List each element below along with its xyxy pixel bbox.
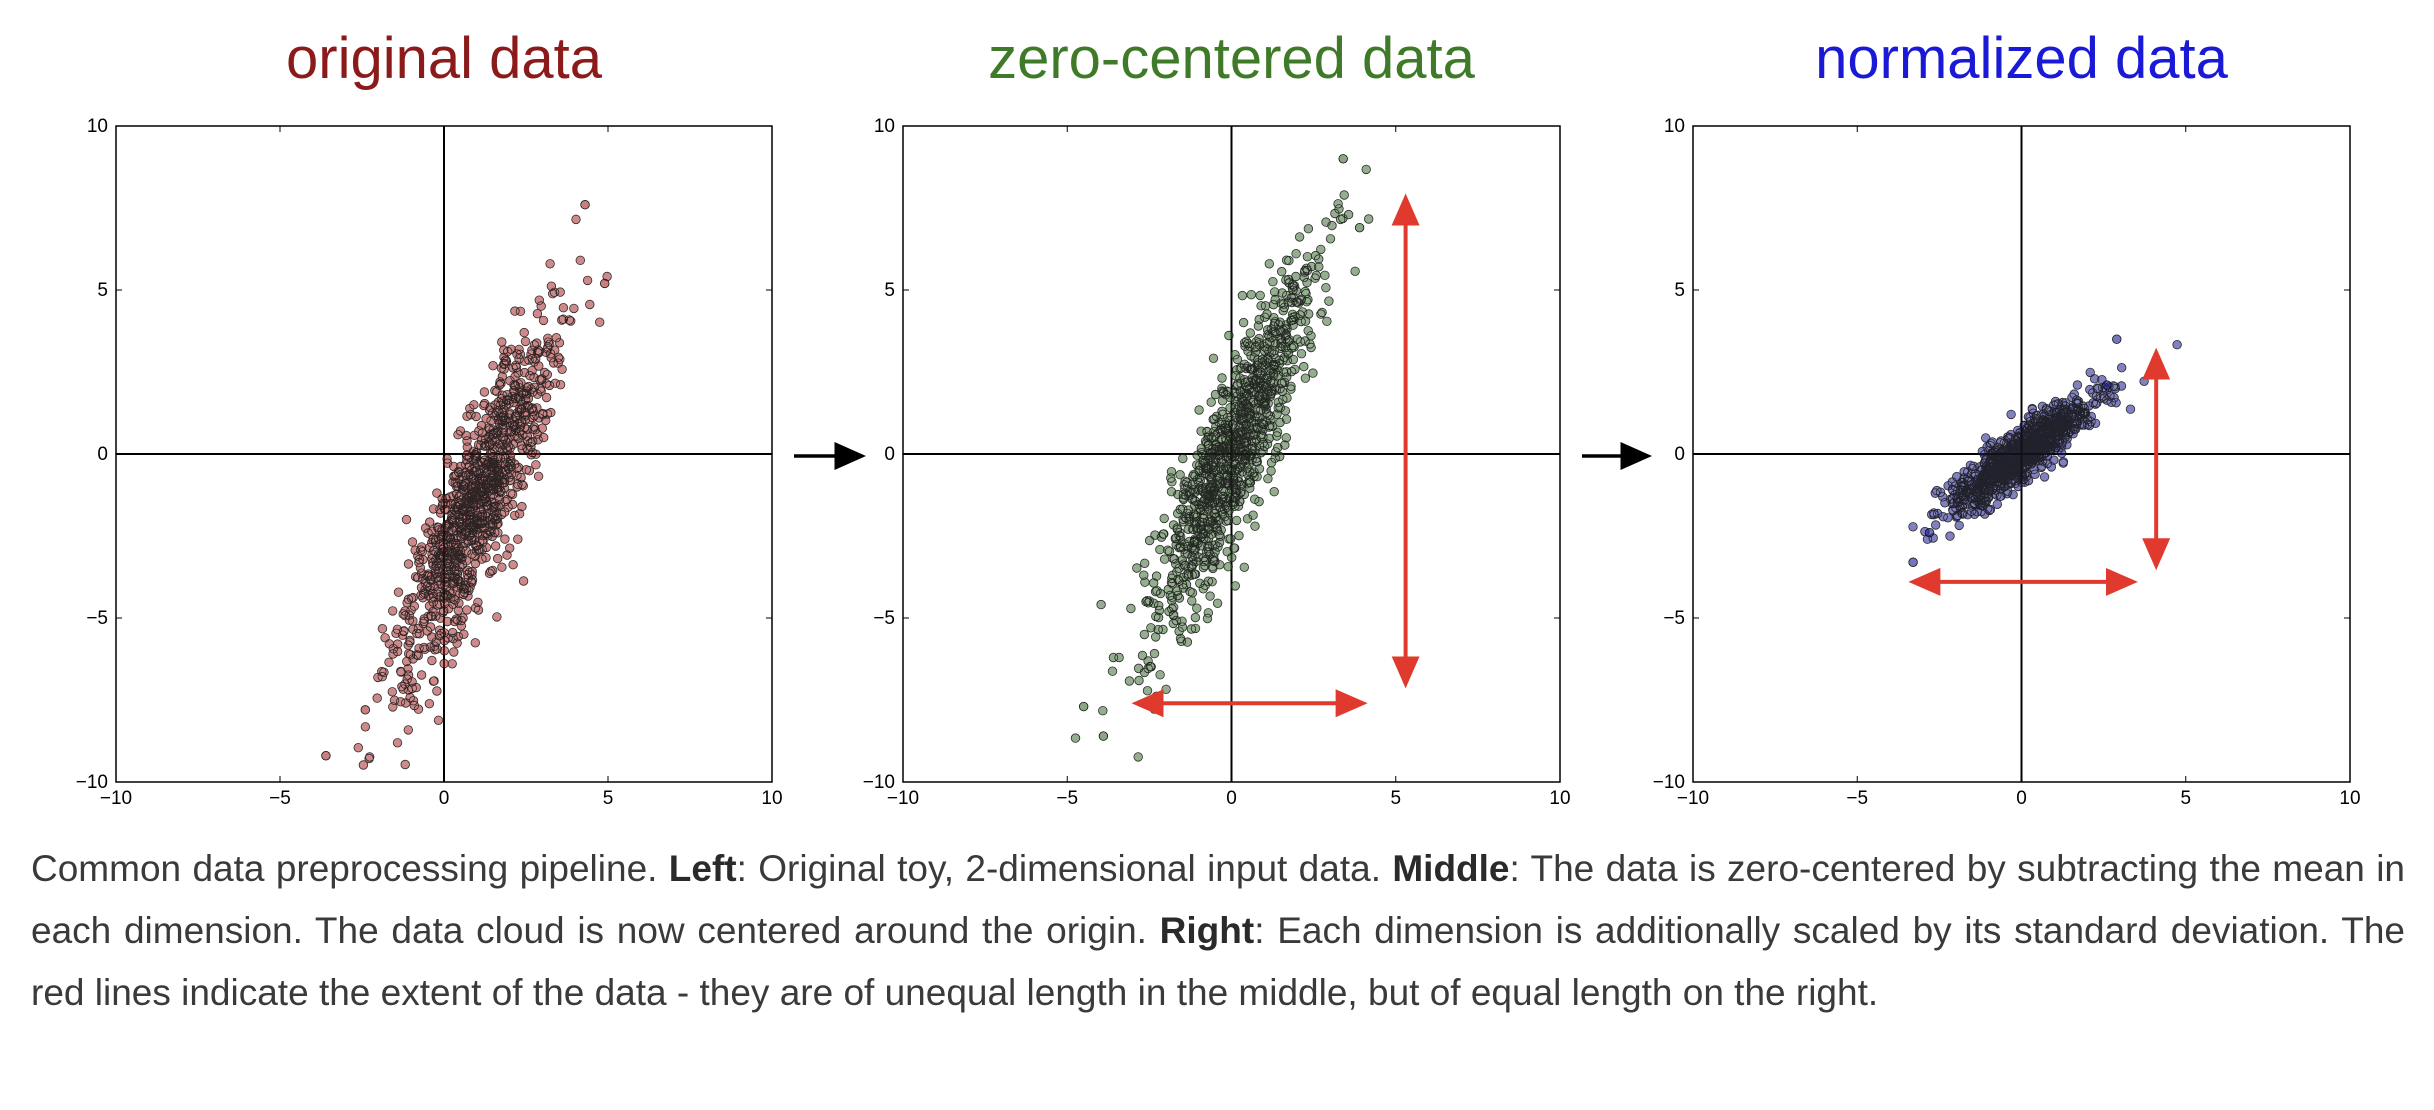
scatter-points xyxy=(1908,334,2182,567)
caption-left-text: : Original toy, 2-dimensional input data… xyxy=(736,848,1393,889)
x-tick-label: 0 xyxy=(2016,788,2027,809)
x-tick-label: −10 xyxy=(887,788,919,809)
y-tick-label: −10 xyxy=(1653,772,1685,793)
scatter-point xyxy=(1338,154,1348,164)
y-tick-label: 10 xyxy=(1664,116,1685,137)
scatter-point xyxy=(2102,380,2112,390)
scatter-point xyxy=(1098,731,1109,741)
scatter-point xyxy=(2112,334,2122,344)
figure: original data −10 10 −5 5 0 0 5 −5 10 −10 zero-cent… xyxy=(76,26,2361,809)
x-tick-label: 10 xyxy=(2339,788,2360,809)
y-tick-label: 0 xyxy=(1674,444,1685,465)
x-tick-label: 5 xyxy=(2180,788,2191,809)
scatter-point xyxy=(321,751,331,761)
y-tick-label: 0 xyxy=(97,444,108,465)
caption: Common data preprocessing pipeline. Left… xyxy=(31,838,2405,1024)
x-tick-label: −10 xyxy=(1677,788,1709,809)
scatter-point xyxy=(1078,701,1089,712)
x-tick-label: −5 xyxy=(1056,788,1078,809)
caption-middle-label: Middle xyxy=(1392,848,1510,889)
chart-title: zero-centered data xyxy=(988,26,1476,91)
point-cloud xyxy=(1908,340,2182,544)
caption-right-label: Right xyxy=(1159,910,1255,951)
scatter-points xyxy=(321,200,612,770)
y-tick-label: 0 xyxy=(884,444,895,465)
caption-intro: Common data preprocessing pipeline. xyxy=(31,848,669,889)
scatter-points xyxy=(1070,154,1374,762)
scatter-point xyxy=(1924,528,1935,538)
y-tick-label: 5 xyxy=(97,280,108,301)
scatter-point xyxy=(580,200,590,210)
x-tick-label: −5 xyxy=(1846,788,1868,809)
x-tick-label: −5 xyxy=(269,788,291,809)
x-tick-label: 10 xyxy=(1549,788,1570,809)
point-cloud xyxy=(353,214,612,770)
scatter-point xyxy=(1908,557,1918,567)
x-tick-label: 10 xyxy=(761,788,782,809)
y-tick-label: 5 xyxy=(1674,280,1685,301)
x-tick-label: −10 xyxy=(100,788,132,809)
x-tick-label: 0 xyxy=(1226,788,1237,809)
y-tick-label: 10 xyxy=(87,116,108,137)
chart-title: original data xyxy=(286,26,603,91)
y-tick-label: −5 xyxy=(86,608,108,629)
y-tick-label: −10 xyxy=(76,772,108,793)
y-tick-label: −5 xyxy=(873,608,895,629)
scatter-point xyxy=(360,705,370,715)
x-tick-label: 5 xyxy=(603,788,614,809)
x-tick-label: 0 xyxy=(439,788,450,809)
panel-3: normalized data −10 10 −5 5 0 0 5 −5 10 −10 xyxy=(1653,26,2361,809)
y-tick-label: −5 xyxy=(1663,608,1685,629)
scatter-point xyxy=(1354,222,1365,233)
figure-canvas: original data−1010−55005−510−10zero-cent… xyxy=(76,26,2361,809)
caption-middle-text: : The data is zero-centered by subtracti… xyxy=(31,848,2406,951)
point-cloud xyxy=(1070,164,1374,762)
y-tick-label: 10 xyxy=(874,116,895,137)
x-tick-label: 5 xyxy=(1390,788,1401,809)
caption-right-text: : Each dimension is additionally scaled … xyxy=(31,910,2405,1013)
panel-1: original data −10 10 −5 5 0 0 5 −5 10 −10 xyxy=(76,26,783,809)
chart-title: normalized data xyxy=(1815,26,2228,91)
scatter-point xyxy=(600,278,610,289)
panel-2: zero-centered data −10 10 −5 5 0 0 5 −5 10 −10 xyxy=(863,26,1571,809)
y-tick-label: −10 xyxy=(863,772,895,793)
caption-left-label: Left xyxy=(668,848,737,889)
y-tick-label: 5 xyxy=(884,280,895,301)
